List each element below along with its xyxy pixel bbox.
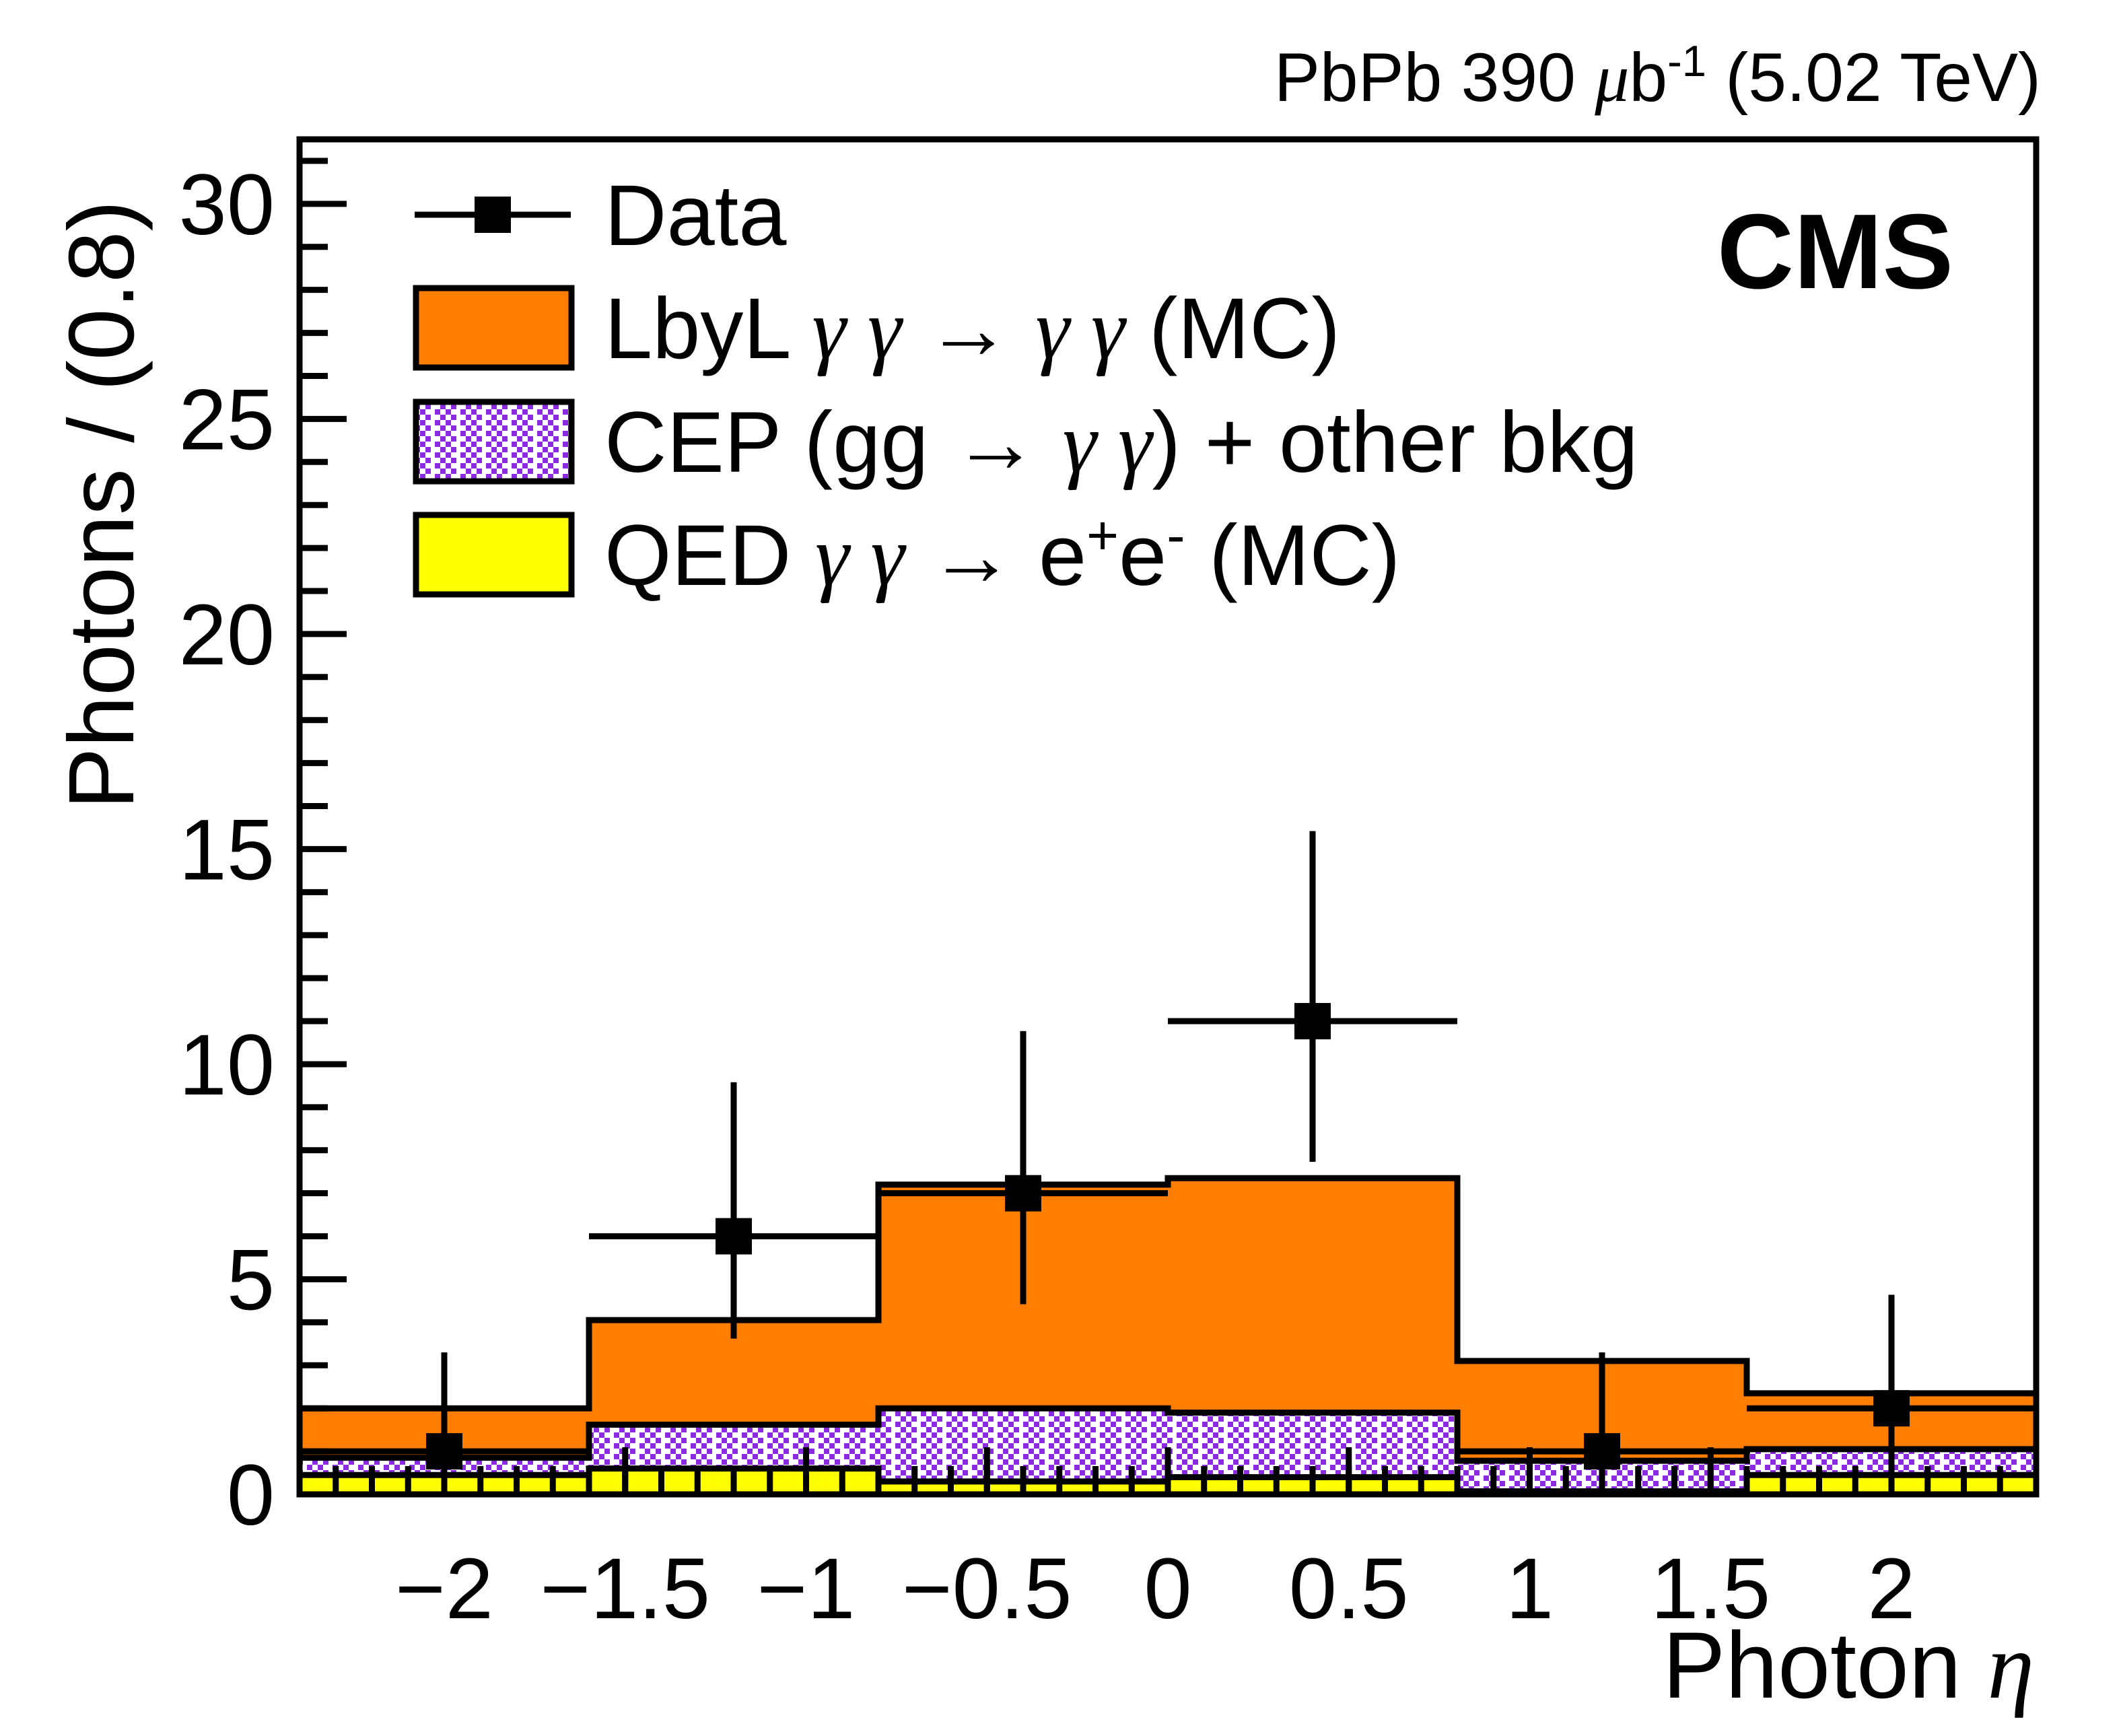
titles-group: Photon η Photons / (0.8) CMS PbPb 390 μb-1 … xyxy=(50,36,2041,1718)
luminosity-label: PbPb 390 μb-1 (5.02 TeV) xyxy=(1274,36,2041,116)
cms-label: CMS xyxy=(1717,193,1953,311)
data-marker xyxy=(426,1433,462,1470)
data-marker xyxy=(716,1218,752,1255)
legend-entry-label: LbyL γ γ → γ γ (MC) xyxy=(604,281,1340,377)
y-axis-title: Photons / (0.8) xyxy=(50,200,153,809)
data-marker xyxy=(1005,1175,1041,1212)
y-tick-label: 5 xyxy=(227,1232,275,1328)
data-marker xyxy=(1584,1433,1620,1470)
data-points-group xyxy=(300,831,2036,1488)
x-tick-label: −0.5 xyxy=(902,1541,1072,1637)
x-tick-label: 1.5 xyxy=(1650,1541,1770,1637)
legend-swatch xyxy=(413,512,575,598)
legend-entry-label: Data xyxy=(604,168,787,264)
y-tick-label: 25 xyxy=(179,372,275,468)
y-tick-label: 10 xyxy=(179,1017,275,1113)
x-tick-label: −2 xyxy=(395,1541,493,1637)
plot-frame-group xyxy=(296,136,2040,1498)
plot-frame xyxy=(296,136,2040,1498)
x-tick-label: −1 xyxy=(757,1541,856,1637)
y-tick-label: 0 xyxy=(227,1447,275,1543)
legend-entry-label: CEP (gg → γ γ) + other bkg xyxy=(604,394,1638,491)
stacked-histograms-group xyxy=(296,1175,2040,1498)
legend-group: Data LbyL γ γ → γ γ (MC) CEP (gg → γ γ) + … xyxy=(413,168,1638,604)
x-tick-label: −1.5 xyxy=(540,1541,710,1637)
x-tick-label: 1 xyxy=(1506,1541,1554,1637)
legend-swatch xyxy=(413,285,575,371)
x-axis-title: Photon η xyxy=(1663,1612,2034,1718)
legend-entry-label: QED γ γ → e+e- (MC) xyxy=(604,505,1400,604)
y-tick-label: 30 xyxy=(179,157,275,253)
x-tick-label: 0.5 xyxy=(1289,1541,1409,1637)
y-tick-label: 20 xyxy=(179,587,275,683)
legend-data-marker xyxy=(475,197,511,233)
data-marker xyxy=(1294,1003,1331,1040)
y-tick-label: 15 xyxy=(179,802,275,898)
x-tick-label: 0 xyxy=(1144,1541,1191,1637)
x-tick-label: 2 xyxy=(1867,1541,1915,1637)
legend-swatch xyxy=(413,398,575,485)
data-marker xyxy=(1873,1390,1910,1427)
